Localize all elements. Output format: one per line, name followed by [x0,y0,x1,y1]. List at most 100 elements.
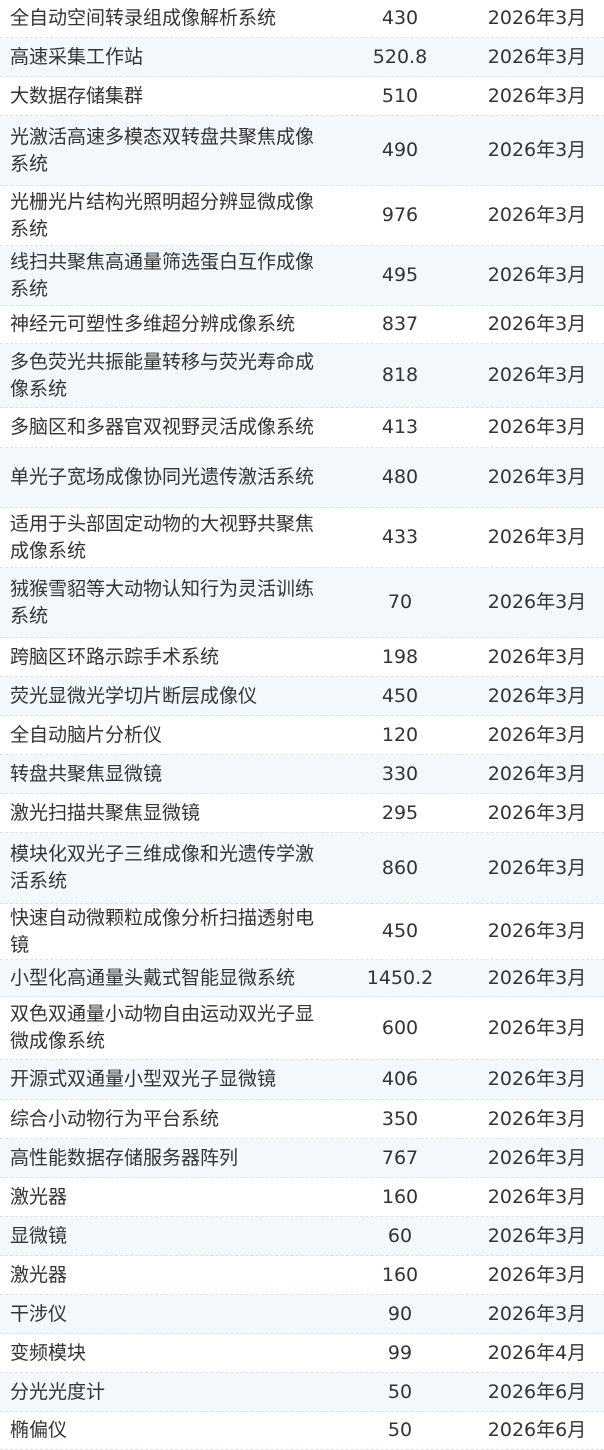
date: 2026年3月 [487,723,587,746]
amount: 490 [381,139,419,161]
item-name: 显微镜 [10,1224,68,1247]
table-row: 显微镜 60 2026年3月 [0,1217,604,1256]
amount: 160 [381,1185,419,1208]
item-name: 开源式双通量小型双光子显微镜 [10,1068,277,1090]
date: 2026年3月 [487,920,587,942]
date: 2026年3月 [487,45,587,68]
item-name: 狨猴雪貂等大动物认知行为灵活训练系统 [10,577,315,627]
amount: 99 [387,1341,413,1364]
date: 2026年3月 [487,416,587,438]
amount: 406 [381,1068,419,1090]
table-row: 神经元可塑性多维超分辨成像系统 837 2026年3月 [0,306,604,344]
table-row: 高速采集工作站 520.8 2026年3月 [0,38,604,77]
date: 2026年3月 [487,364,587,386]
amount: 90 [387,1302,413,1325]
item-name: 神经元可塑性多维超分辨成像系统 [10,313,296,335]
amount: 520.8 [372,45,428,68]
table-row: 干涉仪 90 2026年3月 [0,1295,604,1334]
date: 2026年3月 [487,801,587,824]
item-name: 单光子宽场成像协同光遗传激活系统 [10,466,315,488]
amount: 1450.2 [366,966,434,989]
amount: 976 [381,204,419,226]
table-row: 狨猴雪貂等大动物认知行为灵活训练系统 70 2026年3月 [0,568,604,638]
item-name: 全自动空间转录组成像解析系统 [10,7,277,29]
item-name: 线扫共聚焦高通量筛选蛋白互作成像系统 [10,250,315,300]
table-row: 适用于头部固定动物的大视野共聚焦成像系统 433 2026年3月 [0,508,604,568]
item-name: 变频模块 [10,1341,87,1364]
date: 2026年3月 [487,84,587,107]
date: 2026年3月 [487,466,587,488]
date: 2026年6月 [487,1419,587,1441]
table-row: 综合小动物行为平台系统 350 2026年3月 [0,1100,604,1139]
amount: 70 [387,591,413,613]
item-name: 椭偏仪 [10,1419,68,1441]
item-name: 光激活高速多模态双转盘共聚焦成像系统 [10,125,315,175]
item-name: 跨脑区环路示踪手术系统 [10,645,220,668]
item-name: 综合小动物行为平台系统 [10,1107,220,1130]
date: 2026年3月 [487,1224,587,1247]
item-name: 大数据存储集群 [10,84,144,107]
date: 2026年3月 [487,966,587,989]
amount: 767 [381,1146,419,1169]
amount: 160 [381,1263,419,1286]
item-name: 激光扫描共聚焦显微镜 [10,801,201,824]
table-row: 激光器 160 2026年3月 [0,1178,604,1217]
table-row: 转盘共聚焦显微镜 330 2026年3月 [0,755,604,794]
item-name: 干涉仪 [10,1302,68,1325]
table-row: 高性能数据存储服务器阵列 767 2026年3月 [0,1139,604,1178]
amount: 413 [381,416,419,438]
table-row: 双色双通量小动物自由运动双光子显微成像系统 600 2026年3月 [0,997,604,1060]
amount: 60 [387,1224,413,1247]
date: 2026年3月 [487,1107,587,1130]
date: 2026年3月 [487,684,587,707]
item-name: 高速采集工作站 [10,45,144,68]
table-row: 全自动脑片分析仪 120 2026年3月 [0,716,604,755]
table-row: 模块化双光子三维成像和光遗传学激活系统 860 2026年3月 [0,833,604,904]
amount: 295 [381,801,419,824]
item-name: 适用于头部固定动物的大视野共聚焦成像系统 [10,512,315,562]
date: 2026年4月 [487,1341,587,1364]
amount: 837 [381,313,419,335]
table-row: 多色荧光共振能量转移与荧光寿命成像系统 818 2026年3月 [0,344,604,408]
date: 2026年3月 [487,856,587,879]
date: 2026年3月 [487,264,587,286]
date: 2026年3月 [487,645,587,668]
item-name: 多脑区和多器官双视野灵活成像系统 [10,416,315,438]
table-row: 大数据存储集群 510 2026年3月 [0,77,604,116]
table-row: 分光光度计 50 2026年6月 [0,1373,604,1412]
table-row: 单光子宽场成像协同光遗传激活系统 480 2026年3月 [0,448,604,508]
table-row: 光激活高速多模态双转盘共聚焦成像系统 490 2026年3月 [0,116,604,186]
date: 2026年3月 [487,1263,587,1286]
date: 2026年3月 [487,1016,587,1039]
amount: 198 [381,645,419,668]
item-name: 模块化双光子三维成像和光遗传学激活系统 [10,843,315,892]
amount: 600 [381,1016,419,1039]
amount: 450 [381,684,419,707]
amount: 433 [381,526,419,548]
amount: 120 [381,723,419,746]
table-row: 开源式双通量小型双光子显微镜 406 2026年3月 [0,1060,604,1100]
date: 2026年3月 [487,1068,587,1090]
amount: 510 [381,84,419,107]
amount: 495 [381,264,419,286]
item-name: 分光光度计 [10,1380,106,1403]
table-row: 变频模块 99 2026年4月 [0,1334,604,1373]
item-name: 光栅光片结构光照明超分辨显微成像系统 [10,190,315,240]
date: 2026年3月 [487,762,587,785]
date: 2026年3月 [487,139,587,161]
item-name: 双色双通量小动物自由运动双光子显微成像系统 [10,1003,315,1052]
amount: 860 [381,856,419,879]
table-row: 激光器 160 2026年3月 [0,1256,604,1295]
amount: 430 [381,7,419,29]
table-row: 激光扫描共聚焦显微镜 295 2026年3月 [0,794,604,833]
date: 2026年3月 [487,313,587,335]
table-row: 椭偏仪 50 2026年6月 [0,1412,604,1450]
date: 2026年6月 [487,1380,587,1403]
item-name: 小型化高通量头戴式智能显微系统 [10,966,296,989]
amount: 818 [381,364,419,386]
table-row: 全自动空间转录组成像解析系统 430 2026年3月 [0,0,604,38]
item-name: 多色荧光共振能量转移与荧光寿命成像系统 [10,350,315,400]
amount: 50 [387,1380,413,1403]
date: 2026年3月 [487,526,587,548]
